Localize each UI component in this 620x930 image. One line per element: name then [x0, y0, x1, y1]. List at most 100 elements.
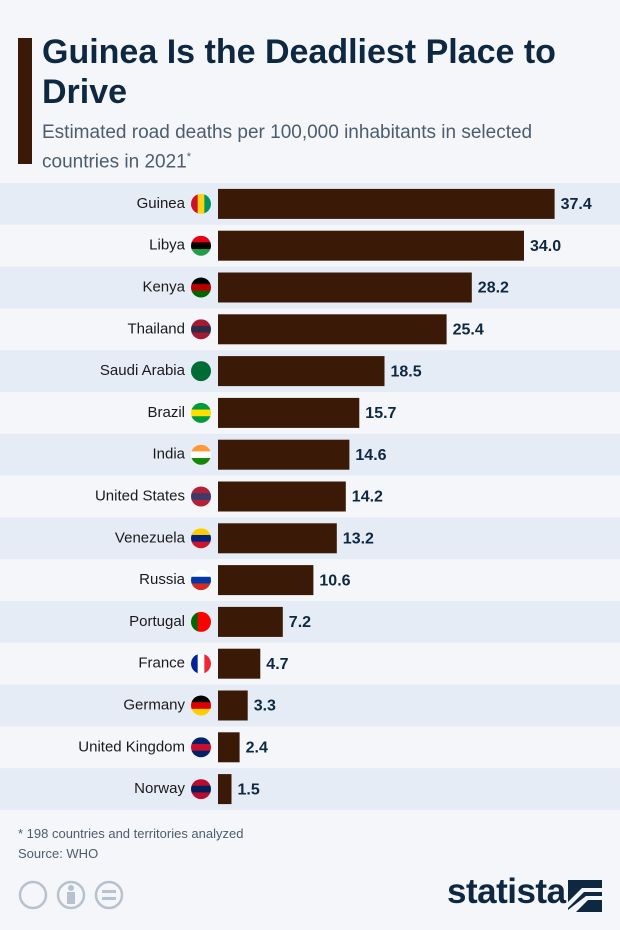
flag-stripe	[191, 249, 211, 256]
flag	[191, 737, 211, 758]
flag-stripe	[191, 750, 211, 758]
value-label: 14.6	[355, 447, 386, 464]
bar	[218, 230, 524, 261]
flag	[191, 444, 211, 465]
title-accent	[18, 38, 32, 164]
flag-stripe	[191, 319, 211, 327]
value-label: 28.2	[478, 280, 509, 297]
bar	[218, 188, 555, 219]
subtitle-note-mark: *	[186, 151, 191, 163]
flag	[191, 570, 211, 591]
flag-stripe	[191, 583, 211, 591]
value-label: 13.2	[343, 531, 374, 548]
bar	[218, 439, 350, 470]
category-label: United States	[95, 487, 185, 504]
flag-stripe	[191, 361, 211, 369]
category-label: Russia	[139, 571, 186, 588]
value-label: 4.7	[266, 656, 288, 673]
flag	[191, 193, 211, 214]
flag-stripe	[191, 534, 211, 543]
bar	[218, 774, 232, 805]
flag-stripe	[191, 242, 211, 250]
flag	[191, 277, 211, 298]
flag-stripe	[191, 528, 211, 536]
footnote: * 198 countries and territories analyzed	[18, 826, 244, 841]
subtitle-text: Estimated road deaths per 100,000 inhabi…	[42, 122, 533, 173]
flag-stripe	[191, 458, 211, 465]
flag	[191, 695, 211, 716]
flag-stripe	[191, 325, 211, 334]
flag-stripe	[197, 193, 205, 214]
flag-stripe	[191, 570, 211, 578]
row-band	[0, 642, 620, 685]
category-label: Portugal	[129, 613, 185, 630]
flag-stripe	[191, 193, 199, 214]
category-label: India	[152, 446, 185, 463]
category-label: United Kingdom	[78, 738, 185, 755]
row-band	[0, 768, 620, 810]
flag-stripe	[191, 277, 211, 285]
flag-stripe	[197, 653, 205, 674]
bar	[218, 397, 360, 428]
row-band	[0, 726, 620, 769]
license-icons	[18, 880, 124, 910]
flag-stripe	[191, 367, 211, 375]
flag-stripe	[191, 284, 211, 292]
flag-stripe	[191, 779, 211, 787]
bar	[218, 272, 472, 303]
flag-stripe	[191, 737, 211, 745]
flag-stripe	[191, 708, 211, 716]
bar	[218, 565, 314, 596]
flag-stripe	[191, 416, 211, 423]
value-label: 7.2	[289, 614, 311, 631]
row-band	[0, 601, 620, 643]
bar	[218, 314, 447, 345]
flag-stripe	[191, 785, 211, 793]
chart-subtitle: Estimated road deaths per 100,000 inhabi…	[42, 120, 602, 174]
flag	[191, 319, 211, 340]
value-label: 37.4	[561, 196, 592, 213]
value-label: 18.5	[391, 363, 422, 380]
flag-stripe	[191, 611, 199, 632]
flag-stripe	[191, 374, 211, 382]
category-label: Germany	[123, 696, 185, 713]
flag	[191, 235, 211, 256]
category-label: Saudi Arabia	[100, 362, 186, 379]
flag-stripe	[191, 493, 211, 501]
flag-stripe	[191, 653, 199, 674]
category-label: France	[138, 655, 185, 672]
category-label: Venezuela	[115, 529, 186, 546]
value-label: 10.6	[319, 572, 350, 589]
bar	[218, 523, 337, 554]
value-label: 14.2	[352, 489, 383, 506]
bar	[218, 732, 240, 763]
flag	[191, 653, 211, 674]
flag	[191, 402, 211, 423]
flag-stripe	[191, 451, 211, 459]
flag-stripe	[191, 235, 211, 243]
bar	[218, 481, 346, 512]
flag-stripe	[191, 402, 211, 411]
flag	[191, 486, 211, 507]
bar	[218, 690, 248, 721]
value-label: 15.7	[365, 405, 396, 422]
flag-stripe	[191, 541, 211, 549]
source: Source: WHO	[18, 846, 99, 861]
bar	[218, 356, 385, 387]
flag	[191, 779, 211, 800]
chart-title: Guinea Is the Deadliest Place to Drive	[42, 33, 556, 111]
bar	[218, 648, 261, 679]
category-label: Guinea	[137, 195, 186, 212]
category-label: Kenya	[142, 278, 185, 295]
flag-stripe	[191, 409, 211, 417]
category-label: Thailand	[127, 320, 185, 337]
flag-stripe	[191, 444, 211, 452]
category-label: Norway	[134, 780, 185, 797]
flag-stripe	[197, 611, 205, 632]
value-label: 3.3	[254, 698, 276, 715]
flag-stripe	[191, 290, 211, 298]
flag-stripe	[191, 576, 211, 584]
bar	[218, 606, 283, 637]
